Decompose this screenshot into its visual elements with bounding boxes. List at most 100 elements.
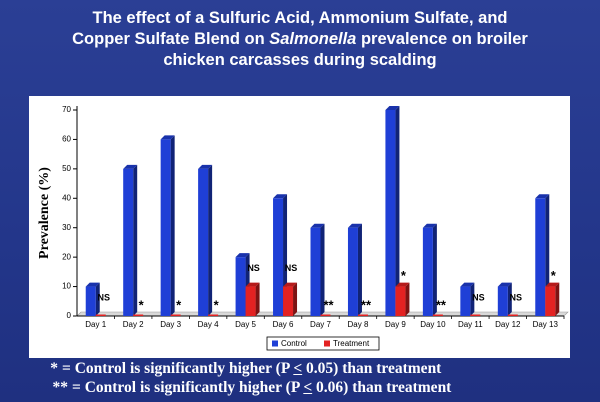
bar-control-top [422, 223, 437, 228]
bar-treatment-side [555, 282, 560, 316]
footnote-1-text-after: 0.05) than treatment [302, 360, 442, 377]
bar-control [497, 286, 508, 316]
chart-panel: Prevalence (%) 0 10 20 30 40 50 60 70 Day 1 NS Day … [29, 96, 570, 358]
title-line-3: chicken carcasses during scalding [163, 51, 437, 69]
bar-treatment [432, 314, 443, 316]
bar-treatment [395, 286, 406, 316]
bar-control-top [460, 282, 475, 287]
x-tick-label: Day 13 [533, 320, 559, 329]
bar-treatment [357, 314, 368, 316]
x-tick-label: Day 11 [458, 320, 483, 329]
x-tick-label: Day 3 [160, 320, 181, 329]
footnote-1-text-before: = Control is significantly higher (P [62, 360, 294, 377]
chart-title: The effect of a Sulfuric Acid, Ammonium … [30, 8, 570, 71]
legend-swatch [272, 340, 278, 347]
bar-control-side [133, 164, 138, 316]
bar-chart: Prevalence (%) 0 10 20 30 40 50 60 70 Day 1 NS Day … [37, 105, 569, 351]
bar-treatment [245, 286, 256, 316]
bar-treatment-top [245, 282, 260, 287]
y-tick-label: 70 [62, 105, 71, 114]
bar-treatment [470, 314, 481, 316]
significance-label: * [551, 268, 557, 283]
bar-control-top [385, 106, 400, 110]
significance-label: * [401, 268, 407, 283]
title-italic-word: Salmonella [269, 30, 357, 48]
bar-treatment-top [395, 282, 410, 287]
significance-label: ** [361, 297, 372, 312]
bar-control-top [497, 282, 512, 287]
bar-treatment [95, 314, 106, 316]
x-tick-label: Day 10 [420, 320, 446, 329]
title-line-2-end: prevalence on broiler [356, 30, 528, 48]
bar-treatment-side [405, 282, 410, 316]
footnote-double-star: ** = Control is significantly higher (P <… [40, 379, 452, 397]
bar-control-side [357, 223, 362, 316]
title-line-1: The effect of a Sulfuric Acid, Ammonium … [92, 9, 508, 27]
bar-control [85, 286, 96, 316]
footnote-1-symbol: * [50, 360, 58, 377]
x-tick-label: Day 2 [123, 320, 144, 329]
significance-label: * [214, 297, 220, 312]
bar-control [198, 168, 209, 316]
bar-control-top [160, 135, 175, 140]
x-tick-label: Day 1 [85, 320, 106, 329]
x-tick-label: Day 6 [273, 320, 294, 329]
bar-control-side [208, 164, 213, 316]
x-tick-label: Day 8 [348, 320, 369, 329]
significance-label: * [176, 297, 182, 312]
footnote-1-le-sign: < [293, 360, 303, 377]
x-tick-label: Day 9 [385, 320, 406, 329]
x-tick-label: Day 7 [310, 320, 331, 329]
bar-control [310, 227, 321, 316]
x-tick-label: Day 5 [235, 320, 256, 329]
bar-treatment [283, 286, 294, 316]
bar-control-top [198, 164, 213, 169]
y-tick-label: 50 [62, 164, 71, 173]
y-tick-label: 60 [62, 135, 71, 144]
bar-treatment-side [293, 282, 298, 316]
significance-label: ** [436, 297, 447, 312]
bar-treatment [170, 314, 181, 316]
y-tick-label: 30 [62, 223, 71, 232]
footnote-2-le-sign: < [303, 379, 313, 396]
legend-label: Control [281, 339, 307, 348]
bar-control-side [395, 106, 400, 316]
y-tick-label: 0 [67, 311, 72, 320]
legend-box [266, 336, 380, 351]
bar-control-side [470, 282, 475, 316]
significance-label: NS [97, 292, 110, 302]
bar-treatment-side [255, 282, 260, 316]
legend-label: Treatment [333, 339, 370, 348]
bar-control-side [320, 223, 325, 316]
title-line-2-start: Copper Sulfate Blend on [72, 30, 270, 48]
bar-control [535, 198, 546, 316]
bar-treatment-top [283, 282, 298, 287]
bar-treatment [133, 314, 144, 316]
bar-control-top [347, 223, 362, 228]
footnote-2-text-after: 0.06) than treatment [312, 379, 452, 396]
bar-control-top [273, 194, 288, 199]
x-tick-label: Day 12 [495, 320, 521, 329]
bar-treatment-top [545, 282, 560, 287]
bar-control-top [85, 282, 100, 287]
significance-label: ** [323, 297, 334, 312]
y-tick-label: 10 [62, 282, 71, 291]
bar-control-top [535, 194, 550, 199]
bar-control [160, 139, 171, 316]
bar-control-side [507, 282, 512, 316]
bar-control-side [95, 282, 100, 316]
bar-control [422, 227, 433, 316]
title-line-2: Copper Sulfate Blend on Salmonella preva… [30, 29, 570, 50]
bar-control [235, 257, 246, 316]
significance-label: NS [472, 292, 485, 302]
footnote-2-symbol: ** [52, 379, 69, 396]
bar-control-side [170, 135, 175, 316]
bar-treatment [208, 314, 219, 316]
y-axis-title: Prevalence (%) [37, 167, 52, 259]
bar-control [385, 110, 396, 316]
significance-label: NS [247, 263, 260, 273]
footnote-single-star: * = Control is significantly higher (P < … [40, 360, 441, 378]
significance-label: * [139, 297, 145, 312]
y-tick-label: 40 [62, 193, 71, 202]
